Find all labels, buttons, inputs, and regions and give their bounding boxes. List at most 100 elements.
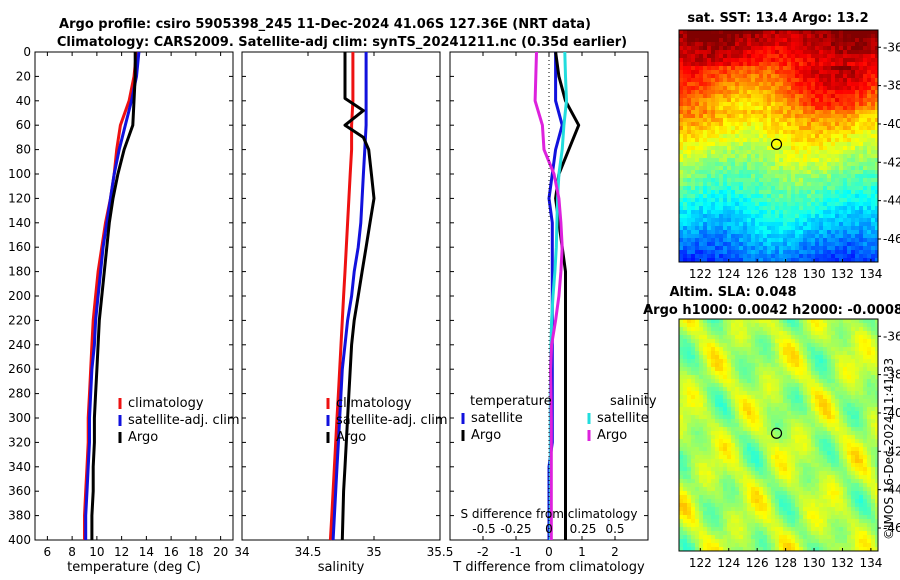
sla_map-cell — [683, 439, 688, 444]
sla_map-cell — [731, 355, 736, 360]
sst_map-cell — [811, 38, 816, 43]
sst_map-cell — [683, 190, 688, 195]
sst_map-cell — [763, 122, 768, 127]
sst_map-cell — [815, 226, 820, 231]
sst_map-cell — [763, 218, 768, 223]
sst_map-cell — [691, 170, 696, 175]
sst_map-cell — [735, 150, 740, 155]
sst_map-cell — [759, 246, 764, 251]
sst_map-cell — [731, 90, 736, 95]
sst_map-cell — [779, 218, 784, 223]
sla_map-cell — [859, 319, 864, 324]
sst_map-cell — [803, 34, 808, 39]
sst_map-cell — [759, 98, 764, 103]
sst_map-cell — [827, 230, 832, 235]
sst_map-cell — [759, 130, 764, 135]
sst_map-cell — [839, 94, 844, 99]
sst_map-cell — [831, 166, 836, 171]
sst_map-cell — [823, 90, 828, 95]
sla_map-cell — [739, 327, 744, 332]
sla_map-cell — [747, 363, 752, 368]
sst_map-cell — [703, 38, 708, 43]
sla_map-cell — [703, 359, 708, 364]
sst_map-cell — [759, 186, 764, 191]
sst_map-cell — [863, 250, 868, 255]
sst_map-cell — [779, 254, 784, 259]
sst_map-cell — [799, 198, 804, 203]
sla_map-cell — [747, 347, 752, 352]
sla_map-cell — [691, 367, 696, 372]
sst_map-cell — [687, 150, 692, 155]
sst_map-cell — [759, 158, 764, 163]
sla_map-cell — [723, 403, 728, 408]
sla_map-cell — [831, 319, 836, 324]
sla_map-cell — [835, 367, 840, 372]
sst_map-cell — [683, 166, 688, 171]
sst_map-cell — [771, 258, 776, 262]
sst_map-cell — [723, 118, 728, 123]
sst_map-cell — [759, 146, 764, 151]
sla_map-cell — [719, 403, 724, 408]
sst_map-cell — [683, 246, 688, 251]
sla_map-cell — [835, 447, 840, 452]
sst_map-cell — [815, 66, 820, 71]
sst_map-cell — [831, 198, 836, 203]
sst_map-cell — [763, 238, 768, 243]
sla_map-cell — [791, 375, 796, 380]
sla_map-cell — [763, 423, 768, 428]
sst_map-cell — [807, 138, 812, 143]
sla_map-cell — [839, 455, 844, 460]
sla_map-cell — [699, 443, 704, 448]
sst_map-cell — [827, 106, 832, 111]
sst_map-cell — [863, 134, 868, 139]
sla_map-cell — [715, 403, 720, 408]
sst_map-cell — [691, 46, 696, 51]
difference-xtick-label: -1 — [510, 545, 522, 559]
sst_map-cell — [819, 230, 824, 235]
sst_map-cell — [679, 242, 684, 247]
sst_map-cell — [867, 86, 872, 91]
sst_map-cell — [823, 70, 828, 75]
sst_map-cell — [723, 214, 728, 219]
sst_map-cell — [731, 238, 736, 243]
sst_map-cell — [855, 242, 860, 247]
sst_map-cell — [783, 170, 788, 175]
sla_map-cell — [811, 387, 816, 392]
sla_map-cell — [731, 423, 736, 428]
sla_map-cell — [751, 391, 756, 396]
sst_map-cell — [763, 34, 768, 39]
sst_map-cell — [867, 94, 872, 99]
sst_map-cell — [715, 190, 720, 195]
sst_map-cell — [679, 214, 684, 219]
sst_map-cell — [747, 190, 752, 195]
sst_map-cell — [687, 62, 692, 67]
sst_map-cell — [771, 230, 776, 235]
sst_map-cell — [755, 178, 760, 183]
sst_map-cell — [751, 250, 756, 255]
sst_map-cell — [711, 62, 716, 67]
sla_map-cell — [859, 383, 864, 388]
sst_map-cell — [727, 194, 732, 199]
sst_map-cell — [711, 118, 716, 123]
sst_map-cell — [743, 198, 748, 203]
sst_map-cell — [767, 34, 772, 39]
sla_map-cell — [739, 363, 744, 368]
sla_map-cell — [715, 367, 720, 372]
sst_map-cell — [759, 110, 764, 115]
sst_map-cell — [699, 254, 704, 259]
sst_map-cell — [759, 230, 764, 235]
sla_map-cell — [779, 327, 784, 332]
sla_map-cell — [795, 411, 800, 416]
sst_map-cell — [691, 134, 696, 139]
sla_map-cell — [775, 439, 780, 444]
sst_map-cell — [831, 46, 836, 51]
sla_map-cell — [755, 367, 760, 372]
sst_map-cell — [851, 222, 856, 227]
sla_map-cell — [795, 451, 800, 456]
sst_map-cell — [811, 158, 816, 163]
sst_map-cell — [739, 70, 744, 75]
sla_map-cell — [767, 443, 772, 448]
sst_map-cell — [759, 258, 764, 262]
sla_map-cell — [791, 459, 796, 464]
sla_map-cell — [843, 415, 848, 420]
